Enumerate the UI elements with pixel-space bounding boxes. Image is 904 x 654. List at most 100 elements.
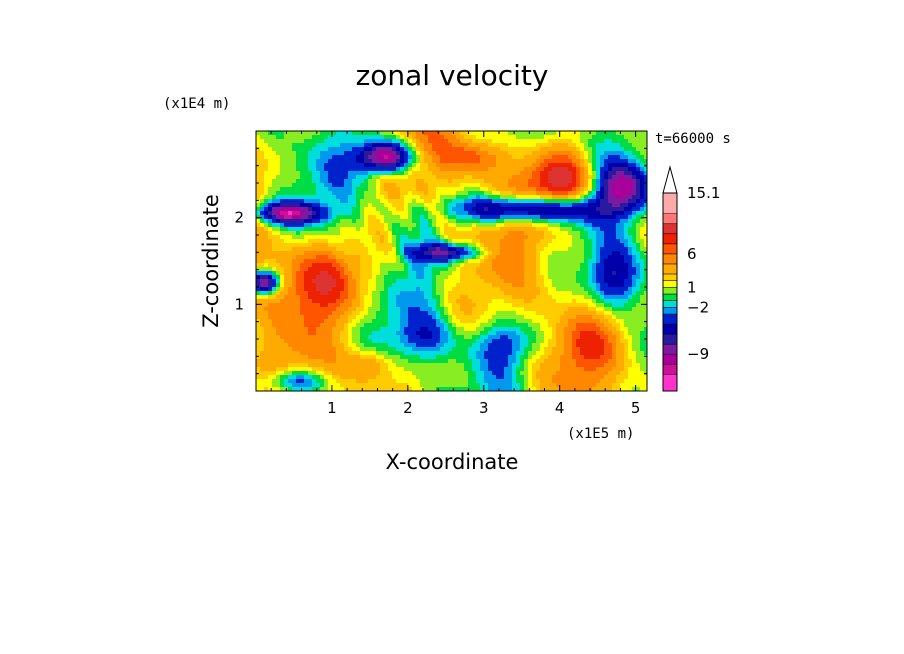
field-cell: [304, 315, 328, 319]
field-cell: [272, 271, 276, 275]
field-cell: [368, 291, 372, 295]
field-cell: [500, 275, 524, 279]
field-cell: [580, 159, 584, 163]
field-cell: [596, 275, 604, 279]
field-cell: [524, 379, 528, 383]
field-cell: [392, 151, 396, 155]
field-cell: [524, 315, 544, 319]
field-cell: [256, 355, 260, 359]
field-cell: [468, 379, 476, 383]
field-cell: [356, 295, 360, 299]
field-cell: [264, 211, 268, 215]
field-cell: [368, 203, 372, 207]
field-cell: [380, 211, 392, 215]
field-cell: [352, 271, 360, 275]
field-cell: [500, 251, 524, 255]
field-cell: [428, 299, 436, 303]
field-cell: [468, 375, 476, 379]
field-cell: [284, 339, 332, 343]
field-cell: [452, 199, 464, 203]
field-cell: [420, 287, 432, 291]
field-cell: [320, 179, 328, 183]
field-cell: [540, 255, 548, 259]
field-cell: [556, 383, 596, 387]
field-cell: [440, 227, 444, 231]
field-cell: [536, 335, 544, 339]
field-cell: [496, 159, 536, 163]
field-cell: [352, 207, 360, 211]
y-tick-label: 1: [234, 295, 244, 313]
field-cell: [432, 275, 436, 279]
field-cell: [364, 215, 368, 219]
field-cell: [464, 367, 472, 371]
field-cell: [344, 267, 348, 271]
field-cell: [480, 275, 500, 279]
field-cell: [504, 279, 524, 283]
field-cell: [448, 311, 452, 315]
field-cell: [508, 335, 520, 339]
field-cell: [488, 195, 500, 199]
field-cell: [604, 363, 616, 367]
field-cell: [392, 371, 412, 375]
field-cell: [488, 383, 512, 387]
field-cell: [576, 167, 580, 171]
field-cell: [624, 195, 632, 199]
field-cell: [260, 215, 264, 219]
field-cell: [516, 135, 544, 139]
field-cell: [640, 267, 644, 271]
field-cell: [620, 383, 647, 387]
field-cell: [268, 203, 272, 207]
field-cell: [448, 251, 456, 255]
field-cell: [472, 335, 480, 339]
field-cell: [604, 263, 628, 267]
field-cell: [632, 279, 636, 283]
field-cell: [272, 207, 280, 211]
field-cell: [356, 159, 364, 163]
field-cell: [352, 147, 364, 151]
field-cell: [408, 311, 428, 315]
field-cell: [620, 323, 624, 327]
field-cell: [476, 247, 480, 251]
field-cell: [424, 387, 436, 391]
field-cell: [388, 223, 392, 227]
field-cell: [464, 259, 468, 263]
field-cell: [420, 235, 436, 239]
field-cell: [440, 211, 444, 215]
field-cell: [460, 307, 472, 311]
field-cell: [300, 211, 304, 215]
field-cell: [312, 367, 324, 371]
field-cell: [348, 287, 356, 291]
field-cell: [420, 155, 424, 159]
field-cell: [304, 319, 324, 323]
field-cell: [632, 215, 636, 219]
field-cell: [408, 143, 412, 147]
field-cell: [548, 267, 580, 271]
field-cell: [400, 147, 404, 151]
colorbar-label: 6: [687, 245, 697, 263]
field-cell: [580, 263, 588, 267]
field-cell: [268, 227, 272, 231]
field-cell: [596, 299, 604, 303]
field-cell: [304, 251, 332, 255]
field-cell: [496, 375, 504, 379]
field-cell: [332, 327, 344, 331]
field-cell: [444, 295, 448, 299]
field-cell: [412, 155, 416, 159]
field-cell: [548, 323, 556, 327]
field-cell: [368, 231, 376, 235]
field-cell: [412, 251, 424, 255]
field-cell: [476, 371, 484, 375]
field-cell: [400, 131, 408, 135]
colorbar-swatch: [662, 233, 678, 245]
field-cell: [636, 235, 640, 239]
field-cell: [436, 187, 464, 191]
field-cell: [312, 171, 320, 175]
field-cell: [616, 235, 624, 239]
field-cell: [632, 291, 636, 295]
field-cell: [432, 251, 448, 255]
field-cell: [456, 203, 464, 207]
field-cell: [388, 343, 404, 347]
field-cell: [408, 151, 412, 155]
field-cell: [636, 247, 640, 251]
field-cell: [584, 183, 588, 187]
